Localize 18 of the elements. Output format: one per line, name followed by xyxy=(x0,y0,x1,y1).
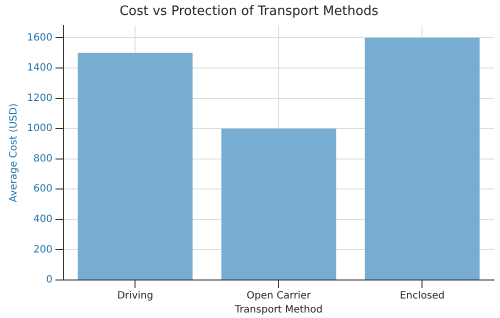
y-tick-label: 400 xyxy=(33,214,52,226)
y-tick-label: 600 xyxy=(33,184,52,195)
bar xyxy=(78,52,193,280)
y-tick-label: 1600 xyxy=(26,32,52,44)
y-axis-title: Average Cost (USD) xyxy=(8,103,20,202)
y-tick-label: 1400 xyxy=(26,62,52,74)
bar xyxy=(364,38,480,280)
y-tick-label: 1200 xyxy=(26,92,52,104)
y-tick-label: 0 xyxy=(46,274,52,286)
x-axis-title: Transport Method xyxy=(234,304,323,316)
y-tick-label: 1000 xyxy=(26,123,52,134)
x-tick-label: Open Carrier xyxy=(246,290,312,302)
bar xyxy=(221,128,336,280)
chart-title: Cost vs Protection of Transport Methods xyxy=(120,4,379,20)
y-tick-label: 200 xyxy=(33,244,52,256)
y-tick-label: 800 xyxy=(33,153,52,164)
x-tick-label: Enclosed xyxy=(400,290,445,302)
x-tick-label: Driving xyxy=(117,290,154,302)
